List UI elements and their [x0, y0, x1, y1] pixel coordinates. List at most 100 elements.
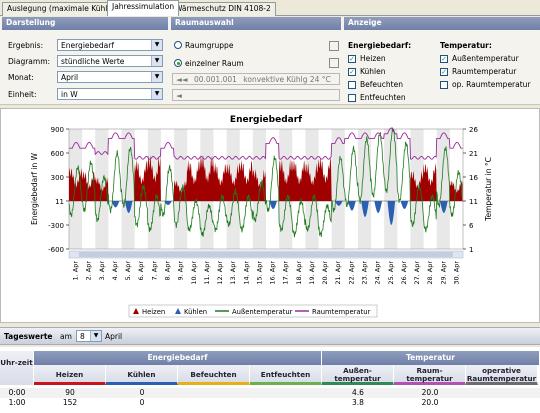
legend-box	[128, 304, 378, 318]
table-row[interactable]	[0, 388, 540, 398]
checkbox-raumtemperatur[interactable]: ✓	[440, 68, 448, 76]
einheit-select[interactable]: in W ▼	[57, 88, 163, 100]
table-row[interactable]	[0, 398, 540, 408]
checkbox-op-raumtemperatur[interactable]	[440, 81, 448, 89]
diagramm-select[interactable]: stündliche Werte ▼	[57, 55, 163, 67]
x-tick-label: 2. Apr	[85, 261, 93, 281]
checkbox-kuehlen[interactable]: ✓	[348, 68, 356, 76]
ergebnis-value: Energiebedarf	[61, 41, 114, 50]
column-header-5: Außen-temperatur	[322, 365, 394, 385]
column-header-6: Raum-temperatur	[394, 365, 466, 385]
table-cell	[250, 398, 322, 407]
raumauswahl-header: Raumauswahl	[171, 17, 341, 30]
column-header-2: Kühlen	[106, 365, 178, 385]
raumgruppe-button[interactable]	[329, 41, 339, 51]
x-tick-label: 18. Apr	[295, 261, 303, 285]
raumgruppe-label: Raumgruppe	[185, 41, 234, 50]
table-cell: 20.0	[421, 388, 439, 397]
x-tick-label: 1. Apr	[72, 261, 80, 281]
checkbox-befeuchten[interactable]	[348, 81, 356, 89]
y-tick-label: 300	[51, 174, 64, 182]
series-heizen	[69, 154, 463, 201]
checkbox-heizen[interactable]: ✓	[348, 55, 356, 63]
legend-label: Raumtemperatur	[312, 308, 371, 316]
y-tick-label: 11	[55, 198, 64, 206]
day-band	[384, 129, 398, 249]
day-band	[331, 129, 345, 249]
darstellung-header: Darstellung	[2, 17, 168, 30]
time-column-header: Uhr-zeit	[0, 351, 34, 385]
checkbox-aussentemperatur[interactable]: ✓	[440, 55, 448, 63]
kuehlen-label: Kühlen	[360, 67, 386, 76]
nav-left-icon[interactable]: ◄◄	[176, 75, 188, 84]
y2-tick-label: 11	[469, 198, 478, 206]
chevron-down-icon: ▼	[90, 331, 101, 341]
ergebnis-select[interactable]: Energiebedarf ▼	[57, 39, 163, 51]
x-tick-label: 9. Apr	[177, 261, 185, 281]
y-tick-label: -600	[48, 246, 64, 254]
daily-values-table: Uhr-zeit Energiebedarf Temperatur Heizen…	[0, 347, 540, 413]
x-tick-label: 23. Apr	[361, 261, 369, 285]
series-aussentemperatur	[68, 127, 463, 238]
time-cell: 0:00	[8, 388, 26, 397]
x-tick-label: 26. Apr	[400, 261, 408, 285]
legend-label: Außentemperatur	[232, 308, 293, 316]
energiebedarf-group-header: Energiebedarf	[34, 351, 322, 365]
temperatur-title: Temperatur:	[440, 41, 492, 50]
radio-raumgruppe[interactable]	[174, 41, 182, 49]
table-cell: 20.0	[421, 398, 439, 407]
table-cell: 4.6	[352, 388, 364, 397]
x-tick-label: 17. Apr	[282, 261, 290, 285]
x-tick-label: 13. Apr	[229, 261, 237, 285]
table-cell	[250, 388, 322, 397]
x-tick-label: 20. Apr	[321, 261, 329, 285]
x-tick-label: 29. Apr	[439, 261, 447, 285]
table-cell: 152	[62, 398, 78, 407]
day-select[interactable]: 8 ▼	[76, 330, 102, 342]
tageswerte-bar: Tageswerte am 8 ▼ April	[0, 327, 540, 345]
table-cell: 3.8	[352, 398, 364, 407]
monat-label: Monat:	[8, 73, 34, 82]
chevron-down-icon: ▼	[151, 89, 162, 99]
anzeige-header: Anzeige	[344, 17, 540, 30]
energiebedarf-chart: Energiebedarf90060030011-300-60026211611…	[30, 115, 493, 318]
column-header-3: Befeuchten	[178, 365, 250, 385]
x-tick-label: 24. Apr	[374, 261, 382, 285]
checkbox-entfeuchten[interactable]	[348, 94, 356, 102]
x-tick-label: 19. Apr	[308, 261, 316, 285]
entfeuchten-label: Entfeuchten	[360, 93, 406, 102]
y2-tick-label: 26	[469, 126, 478, 134]
x-tick-label: 7. Apr	[150, 261, 158, 281]
radio-einzelner-raum[interactable]	[174, 59, 182, 67]
nav-left-icon[interactable]: ◄	[176, 91, 182, 100]
table-cell	[178, 398, 250, 407]
legend-label: Kühlen	[184, 308, 207, 316]
x-tick-label: 27. Apr	[413, 261, 421, 285]
day-band	[357, 129, 372, 249]
x-tick-label: 25. Apr	[387, 261, 395, 285]
x-tick-label: 11. Apr	[203, 261, 211, 285]
time-cell: 1:00	[8, 398, 26, 407]
column-header-4: Entfeuchten	[250, 365, 322, 385]
raum-button[interactable]	[329, 58, 339, 68]
chart-legend: Heizen Kühlen Außentemperatur Raumtemperatu…	[128, 304, 378, 318]
legend-marker	[133, 308, 139, 314]
x-tick-label: 5. Apr	[124, 261, 132, 281]
monat-select[interactable]: April ▼	[57, 71, 163, 83]
day-value: 8	[80, 332, 85, 341]
x-tick-label: 30. Apr	[452, 261, 460, 285]
x-tick-label: 15. Apr	[255, 261, 263, 285]
tab-waermeschutz[interactable]: Wärmeschutz DIN 4108-2	[170, 2, 276, 16]
einheit-label: Einheit:	[8, 90, 37, 99]
tab-jahressimulation[interactable]: Jahressimulation	[107, 0, 180, 16]
table-cell	[466, 388, 538, 397]
y2-tick-label: 6	[469, 222, 474, 230]
temperatur-group-header: Temperatur	[322, 351, 540, 365]
legend-marker	[175, 308, 181, 314]
room-scroll[interactable]: ◄	[172, 89, 340, 101]
table-cell: 0	[139, 388, 145, 397]
room-select[interactable]: ◄◄ 00.001.001 konvektive Kühlg 24 °C	[172, 73, 340, 85]
chart-title: Energiebedarf	[230, 115, 302, 125]
tageswerte-label: Tageswerte	[4, 332, 53, 341]
energiebedarf-title: Energiebedarf:	[348, 41, 412, 50]
